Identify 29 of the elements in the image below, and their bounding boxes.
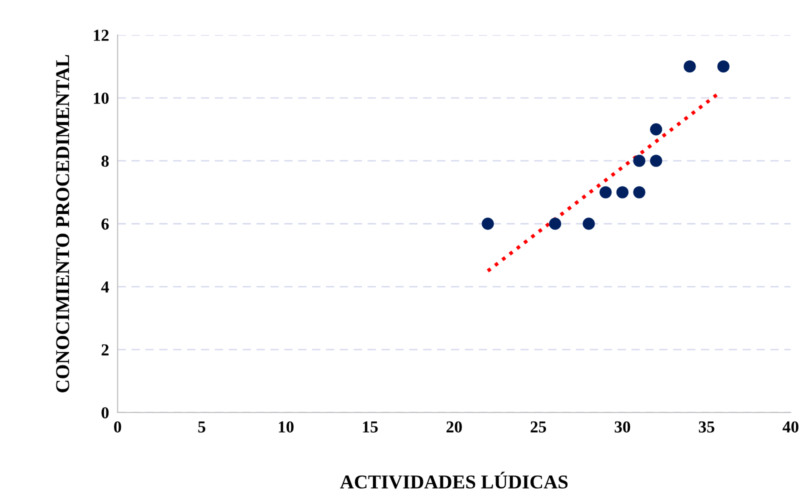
y-tick-label: 10 (94, 92, 109, 104)
x-axis-title: ACTIVIDADES LÚDICAS (340, 472, 568, 489)
y-tick-label: 8 (101, 156, 109, 167)
point (650, 154, 662, 167)
point (633, 186, 646, 198)
point (633, 154, 646, 167)
point (650, 123, 662, 136)
y-tick-label: 0 (102, 407, 109, 418)
point (684, 60, 696, 73)
y-tick-label: 2 (102, 344, 109, 356)
x-tick-label: 20 (446, 421, 462, 433)
x-tick-label: 30 (614, 421, 630, 433)
x-tick-label: 40 (782, 421, 798, 433)
point (549, 218, 562, 230)
x-tick-label: 5 (198, 421, 206, 433)
point (616, 186, 629, 198)
point (600, 186, 612, 198)
y-tick-label: 12 (94, 30, 109, 41)
x-tick-label: 25 (530, 421, 546, 433)
point (717, 60, 730, 73)
y-axis-title: CONOCIMIENTO PROCEDIMENTAL (56, 55, 70, 392)
y-tick-label: 4 (101, 281, 109, 292)
x-tick-label: 10 (278, 421, 294, 433)
x-tick-label: 0 (114, 421, 122, 433)
x-tick-label: 15 (363, 421, 378, 433)
point (582, 218, 595, 230)
x-tick-label: 35 (698, 421, 714, 433)
point (482, 218, 494, 230)
y-tick-label: 6 (102, 218, 109, 230)
